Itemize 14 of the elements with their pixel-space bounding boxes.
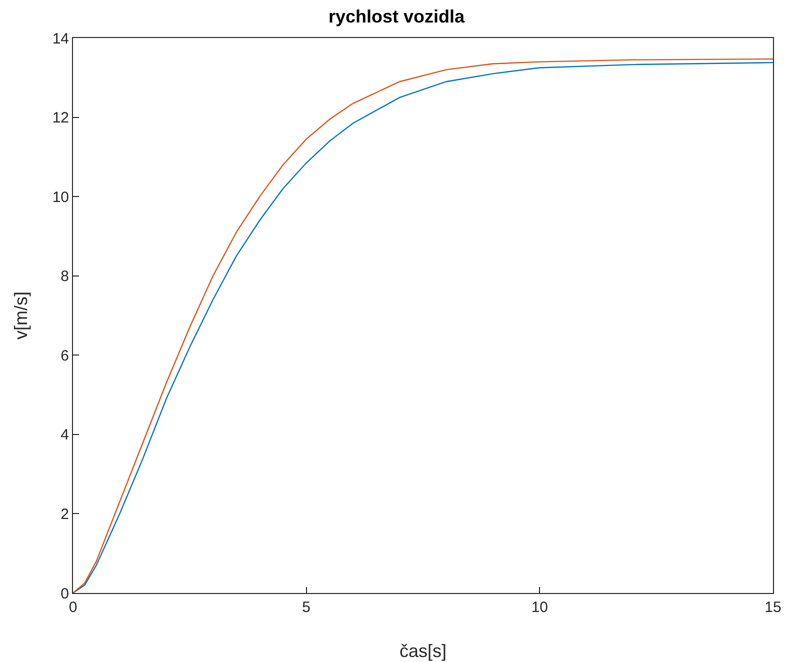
y-tick-label: 8 <box>60 268 69 286</box>
y-tick-label: 0 <box>60 585 69 602</box>
y-tick-label: 10 <box>52 188 69 206</box>
y-tick-label: 4 <box>60 426 69 444</box>
x-tick-label: 10 <box>531 599 548 616</box>
x-axis-title: čas[s] <box>399 641 447 661</box>
x-tick-label: 5 <box>302 599 310 616</box>
y-tick-label: 12 <box>52 110 69 127</box>
chart-title: rychlost vozidla <box>328 6 466 27</box>
y-axis-title: v[m/s] <box>11 292 31 340</box>
y-tick-label: 14 <box>52 30 69 48</box>
y-tick-label: 6 <box>60 347 69 364</box>
y-tick-label: 2 <box>60 506 69 523</box>
x-tick-label: 15 <box>764 599 782 616</box>
